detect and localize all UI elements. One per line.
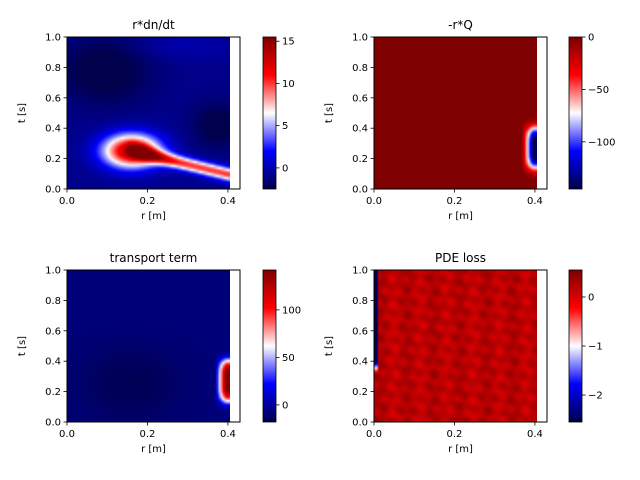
- colorbar: [263, 37, 276, 189]
- x-tick-label: 0.0: [366, 429, 382, 440]
- y-tick-label: 0.6: [45, 93, 61, 104]
- axes-frame: [66, 36, 241, 190]
- y-tick-label: 0.2: [45, 154, 61, 165]
- subplot-1: r*dn/dt 0.0 0.2 0.4 r [m] 0.0 0.2 0.4 0.6 0.8 1.0 t…: [17, 18, 295, 222]
- blank-strip: [537, 37, 547, 189]
- x-tick-label: 0.2: [447, 429, 463, 440]
- y-tick-label: 0.6: [45, 326, 61, 337]
- colorbar: [569, 37, 582, 189]
- colorbar: [263, 270, 276, 422]
- colorbar-tick-label: 100: [282, 305, 301, 316]
- colorbar-tick-label: 50: [282, 353, 295, 364]
- heatmap-image: [374, 37, 537, 189]
- y-tick-label: 1.0: [45, 33, 61, 44]
- y-tick-label: 0.2: [352, 154, 368, 165]
- y-tick-label: 0.8: [352, 63, 368, 74]
- blank-strip: [537, 270, 547, 422]
- axes-frame: [66, 269, 241, 423]
- colorbar-tick-label: −50: [588, 85, 609, 96]
- y-tick-label: 0.2: [45, 387, 61, 398]
- colorbar-tick-label: 15: [282, 37, 295, 48]
- heatmap-image: [67, 270, 230, 422]
- subplot-2: -r*Q 0.0 0.2 0.4 r [m] 0.0 0.2 0.4 0.6 0.8 1.0 t [s…: [324, 18, 615, 222]
- y-tick-label: 1.0: [352, 33, 368, 44]
- y-tick-label: 0.4: [45, 124, 61, 135]
- subplot-title: -r*Q: [448, 18, 473, 32]
- x-tick-label: 0.0: [366, 196, 382, 207]
- subplot-4: PDE loss 0.0 0.2 0.4 r [m] 0.0 0.2 0.4 0.6 0.8 1.0…: [324, 251, 603, 455]
- x-tick-label: 0.0: [59, 196, 75, 207]
- colorbar-tick-label: 0: [588, 292, 594, 303]
- y-tick-label: 0.8: [352, 296, 368, 307]
- colorbar-tick-label: 10: [282, 79, 295, 90]
- y-tick-label: 0.0: [45, 418, 61, 429]
- x-tick-label: 0.2: [447, 196, 463, 207]
- subplot-title: PDE loss: [435, 251, 486, 265]
- y-tick-label: 0.0: [45, 185, 61, 196]
- y-tick-label: 0.6: [352, 93, 368, 104]
- subplot-title: r*dn/dt: [132, 18, 175, 32]
- colorbar-tick-label: −2: [588, 391, 603, 402]
- y-tick-label: 0.2: [352, 387, 368, 398]
- y-tick-label: 0.4: [352, 124, 368, 135]
- blank-strip: [230, 37, 240, 189]
- y-axis-label: t [s]: [324, 336, 335, 356]
- y-tick-label: 0.4: [352, 357, 368, 368]
- colorbar: [569, 270, 582, 422]
- subplot-title: transport term: [110, 251, 198, 265]
- x-tick-label: 0.2: [140, 196, 156, 207]
- x-axis-label: r [m]: [141, 211, 166, 222]
- subplot-3: transport term 0.0 0.2 0.4 r [m] 0.0 0.2 0.4 0.6…: [17, 251, 301, 455]
- y-tick-label: 0.0: [352, 185, 368, 196]
- y-tick-label: 0.8: [45, 63, 61, 74]
- x-tick-label: 0.2: [140, 429, 156, 440]
- colorbar-tick-label: 5: [282, 121, 288, 132]
- colorbar-frame: [262, 36, 277, 190]
- x-tick-label: 0.4: [527, 196, 543, 207]
- colorbar-frame: [568, 36, 583, 190]
- y-tick-label: 0.6: [352, 326, 368, 337]
- y-tick-label: 1.0: [45, 266, 61, 277]
- x-axis-label: r [m]: [141, 444, 166, 455]
- blank-strip: [230, 270, 240, 422]
- x-tick-label: 0.4: [527, 429, 543, 440]
- x-tick-label: 0.0: [59, 429, 75, 440]
- heatmap-image: [374, 270, 537, 422]
- colorbar-frame: [262, 269, 277, 423]
- axes-frame: [373, 269, 548, 423]
- colorbar-tick-label: 0: [588, 33, 594, 44]
- y-tick-label: 0.0: [352, 418, 368, 429]
- colorbar-tick-label: 0: [282, 163, 288, 174]
- x-axis-label: r [m]: [448, 444, 473, 455]
- y-tick-label: 0.8: [45, 296, 61, 307]
- colorbar-tick-label: −1: [588, 342, 603, 353]
- y-axis-label: t [s]: [17, 103, 28, 123]
- y-tick-label: 0.4: [45, 357, 61, 368]
- colorbar-tick-label: 0: [282, 400, 288, 411]
- y-tick-label: 1.0: [352, 266, 368, 277]
- y-axis-label: t [s]: [17, 336, 28, 356]
- colorbar-tick-label: −100: [588, 137, 615, 148]
- x-tick-label: 0.4: [220, 429, 236, 440]
- x-axis-label: r [m]: [448, 211, 473, 222]
- y-axis-label: t [s]: [324, 103, 335, 123]
- axes-frame: [373, 36, 548, 190]
- x-tick-label: 0.4: [220, 196, 236, 207]
- heatmap-image: [67, 37, 230, 189]
